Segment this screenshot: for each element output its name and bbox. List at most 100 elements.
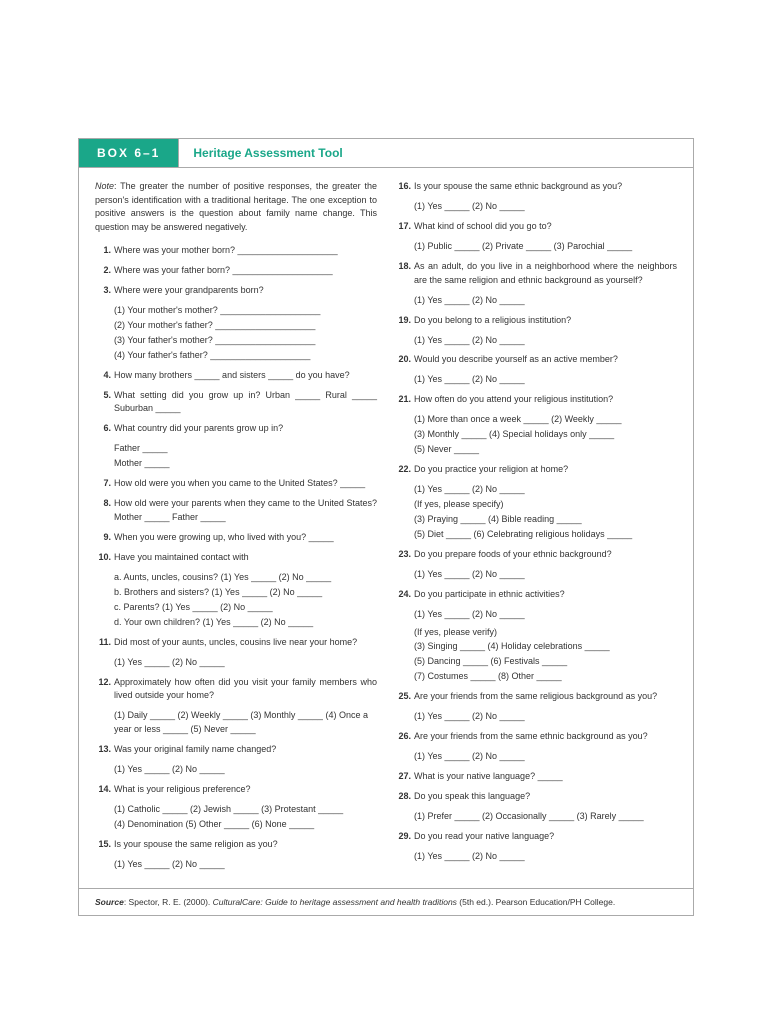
q12-block: 12.Approximately how often did you visit… <box>95 676 377 738</box>
q16: 16.Is your spouse the same ethnic backgr… <box>395 180 677 194</box>
q17: 17.What kind of school did you go to? <box>395 220 677 234</box>
q13a: (1) Yes _____ (2) No _____ <box>114 763 377 777</box>
q10b: b. Brothers and sisters? (1) Yes _____ (… <box>114 586 377 600</box>
q10-block: 10.Have you maintained contact with a. A… <box>95 551 377 630</box>
source-citation: Source: Spector, R. E. (2000). CulturalC… <box>79 888 693 915</box>
q24d: (5) Dancing _____ (6) Festivals _____ <box>414 655 677 669</box>
q11a: (1) Yes _____ (2) No _____ <box>114 656 377 670</box>
right-column: 16.Is your spouse the same ethnic backgr… <box>395 180 677 878</box>
q14-block: 14.What is your religious preference? (1… <box>95 783 377 832</box>
q24: 24.Do you participate in ethnic activiti… <box>395 588 677 602</box>
q24-block: 24.Do you participate in ethnic activiti… <box>395 588 677 685</box>
q6a: Father _____ <box>114 442 377 456</box>
q20-block: 20.Would you describe yourself as an act… <box>395 353 677 387</box>
q14b: (4) Denomination (5) Other _____ (6) Non… <box>114 818 377 832</box>
source-title: CulturalCare: Guide to heritage assessme… <box>213 897 457 907</box>
q10: 10.Have you maintained contact with <box>95 551 377 565</box>
q24c: (3) Singing _____ (4) Holiday celebratio… <box>414 640 677 654</box>
q21a: (1) More than once a week _____ (2) Week… <box>414 413 677 427</box>
q7: 7.How old were you when you came to the … <box>95 477 377 491</box>
q15-block: 15.Is your spouse the same religion as y… <box>95 838 377 872</box>
q3d: (4) Your father's father? ______________… <box>114 349 377 363</box>
q26a: (1) Yes _____ (2) No _____ <box>414 750 677 764</box>
q21: 21.How often do you attend your religiou… <box>395 393 677 407</box>
note-label: Note <box>95 181 114 191</box>
box-number: BOX 6–1 <box>79 139 178 167</box>
box-header: BOX 6–1 Heritage Assessment Tool <box>79 139 693 168</box>
q25-block: 25.Are your friends from the same religi… <box>395 690 677 724</box>
source-rest: (5th ed.). Pearson Education/PH College. <box>457 897 615 907</box>
source-label: Source <box>95 897 124 907</box>
q6: 6.What country did your parents grow up … <box>95 422 377 436</box>
assessment-box: BOX 6–1 Heritage Assessment Tool Note: T… <box>78 138 694 916</box>
q24b: (If yes, please verify) <box>414 626 677 640</box>
q17-block: 17.What kind of school did you go to? (1… <box>395 220 677 254</box>
q2: 2.Where was your father born? __________… <box>95 264 377 278</box>
q22d: (5) Diet _____ (6) Celebrating religious… <box>414 528 677 542</box>
q3b: (2) Your mother's father? ______________… <box>114 319 377 333</box>
q1: 1.Where was your mother born? __________… <box>95 244 377 258</box>
q21c: (5) Never _____ <box>414 443 677 457</box>
q26: 26.Are your friends from the same ethnic… <box>395 730 677 744</box>
q10a: a. Aunts, uncles, cousins? (1) Yes _____… <box>114 571 377 585</box>
q6-block: 6.What country did your parents grow up … <box>95 422 377 471</box>
q21-block: 21.How often do you attend your religiou… <box>395 393 677 457</box>
q22c: (3) Praying _____ (4) Bible reading ____… <box>414 513 677 527</box>
q6b: Mother _____ <box>114 457 377 471</box>
q13: 13.Was your original family name changed… <box>95 743 377 757</box>
q27: 27.What is your native language? _____ <box>395 770 677 784</box>
q17a: (1) Public _____ (2) Private _____ (3) P… <box>414 240 677 254</box>
q21b: (3) Monthly _____ (4) Special holidays o… <box>414 428 677 442</box>
q13-block: 13.Was your original family name changed… <box>95 743 377 777</box>
q10d: d. Your own children? (1) Yes _____ (2) … <box>114 616 377 630</box>
note-text: Note: The greater the number of positive… <box>95 180 377 234</box>
q29a: (1) Yes _____ (2) No _____ <box>414 850 677 864</box>
q9: 9.When you were growing up, who lived wi… <box>95 531 377 545</box>
q26-block: 26.Are your friends from the same ethnic… <box>395 730 677 764</box>
q23: 23.Do you prepare foods of your ethnic b… <box>395 548 677 562</box>
q23-block: 23.Do you prepare foods of your ethnic b… <box>395 548 677 582</box>
q12a: (1) Daily _____ (2) Weekly _____ (3) Mon… <box>114 709 377 737</box>
q3c: (3) Your father's mother? ______________… <box>114 334 377 348</box>
q28-block: 28.Do you speak this language? (1) Prefe… <box>395 790 677 824</box>
q19-block: 19.Do you belong to a religious institut… <box>395 314 677 348</box>
q22a: (1) Yes _____ (2) No _____ <box>414 483 677 497</box>
q22b: (If yes, please specify) <box>414 498 677 512</box>
q28a: (1) Prefer _____ (2) Occasionally _____ … <box>414 810 677 824</box>
q19a: (1) Yes _____ (2) No _____ <box>414 334 677 348</box>
q12: 12.Approximately how often did you visit… <box>95 676 377 704</box>
q15: 15.Is your spouse the same religion as y… <box>95 838 377 852</box>
q8: 8.How old were your parents when they ca… <box>95 497 377 525</box>
q18: 18.As an adult, do you live in a neighbo… <box>395 260 677 288</box>
q11-block: 11.Did most of your aunts, uncles, cousi… <box>95 636 377 670</box>
q29: 29.Do you read your native language? <box>395 830 677 844</box>
q10c: c. Parents? (1) Yes _____ (2) No _____ <box>114 601 377 615</box>
left-column: Note: The greater the number of positive… <box>95 180 377 878</box>
q11: 11.Did most of your aunts, uncles, cousi… <box>95 636 377 650</box>
q4: 4.How many brothers _____ and sisters __… <box>95 369 377 383</box>
q28: 28.Do you speak this language? <box>395 790 677 804</box>
source-author: : Spector, R. E. (2000). <box>124 897 213 907</box>
q24a: (1) Yes _____ (2) No _____ <box>414 608 677 622</box>
q20: 20.Would you describe yourself as an act… <box>395 353 677 367</box>
columns: Note: The greater the number of positive… <box>95 180 677 878</box>
q18a: (1) Yes _____ (2) No _____ <box>414 294 677 308</box>
q15a: (1) Yes _____ (2) No _____ <box>114 858 377 872</box>
q24e: (7) Costumes _____ (8) Other _____ <box>414 670 677 684</box>
q3-block: 3.Where were your grandparents born? (1)… <box>95 284 377 363</box>
q14: 14.What is your religious preference? <box>95 783 377 797</box>
q18-block: 18.As an adult, do you live in a neighbo… <box>395 260 677 308</box>
q14a: (1) Catholic _____ (2) Jewish _____ (3) … <box>114 803 377 817</box>
q16-block: 16.Is your spouse the same ethnic backgr… <box>395 180 677 214</box>
q19: 19.Do you belong to a religious institut… <box>395 314 677 328</box>
q3: 3.Where were your grandparents born? <box>95 284 377 298</box>
q22-block: 22.Do you practice your religion at home… <box>395 463 677 542</box>
q29-block: 29.Do you read your native language? (1)… <box>395 830 677 864</box>
note-body: : The greater the number of positive res… <box>95 181 377 232</box>
q5: 5.What setting did you grow up in? Urban… <box>95 389 377 417</box>
box-title: Heritage Assessment Tool <box>179 139 342 167</box>
q23a: (1) Yes _____ (2) No _____ <box>414 568 677 582</box>
q22: 22.Do you practice your religion at home… <box>395 463 677 477</box>
q20a: (1) Yes _____ (2) No _____ <box>414 373 677 387</box>
q25: 25.Are your friends from the same religi… <box>395 690 677 704</box>
